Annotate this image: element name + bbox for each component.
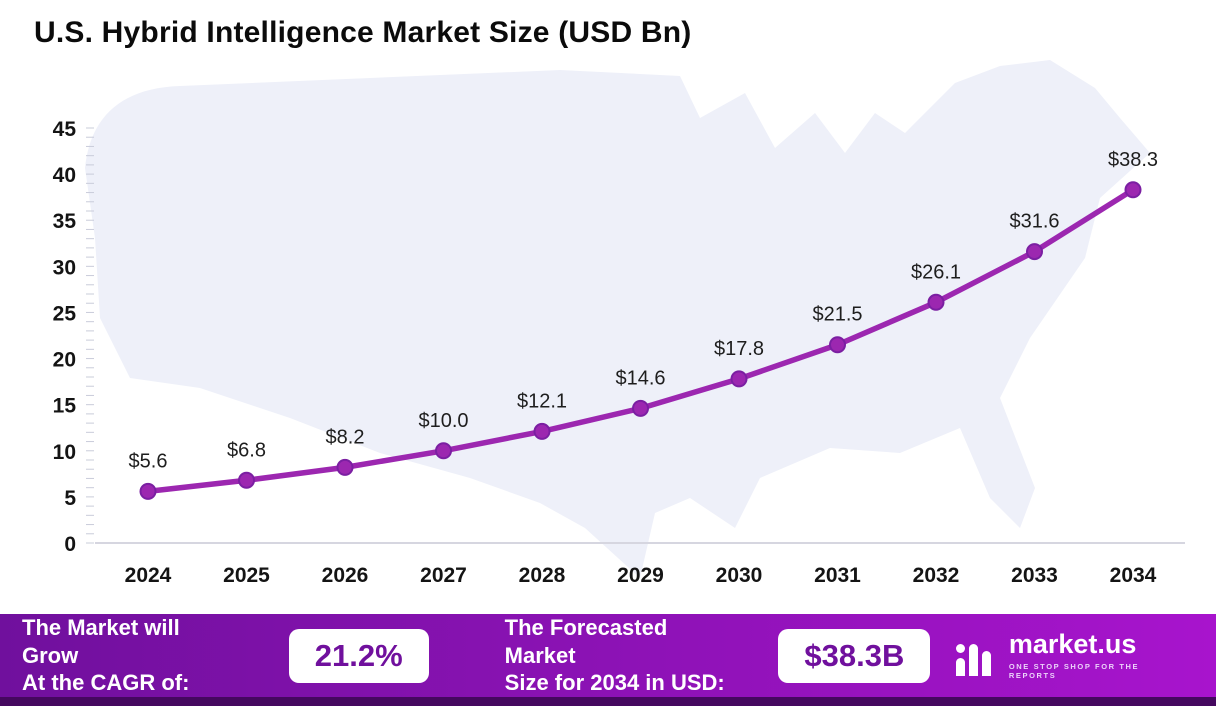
x-axis-tick-label: 2029 — [617, 564, 664, 587]
data-point — [1026, 243, 1043, 261]
data-point-label: $5.6 — [129, 450, 168, 472]
cagr-label-line2: At the CAGR of: — [22, 670, 190, 696]
data-point — [1124, 181, 1142, 199]
y-axis-tick-label: 0 — [64, 533, 76, 556]
data-point — [139, 482, 157, 500]
x-axis-tick-label: 2032 — [913, 564, 960, 587]
data-point — [238, 471, 255, 489]
y-axis-tick-label: 20 — [53, 349, 76, 372]
cagr-label: The Market will Grow At the CAGR of: — [22, 614, 235, 697]
y-axis-tick-label: 5 — [64, 487, 76, 510]
x-axis-tick-label: 2024 — [125, 564, 172, 587]
data-point — [435, 442, 452, 460]
x-axis-tick-label: 2028 — [519, 564, 566, 587]
data-point-label: $8.2 — [326, 426, 365, 448]
x-axis-tick-label: 2027 — [420, 564, 467, 587]
y-axis-tick-label: 10 — [53, 441, 76, 464]
x-axis-tick-label: 2031 — [814, 564, 861, 587]
data-point-label: $12.1 — [517, 390, 567, 412]
market-size-line-chart: 051015202530354045$5.62024$6.82025$8.220… — [53, 60, 1185, 587]
logo-bar — [956, 657, 966, 676]
chart-area: 0 5 10 15 20 25 30 35 40 45 $5.6 2024 $6.8 2025 $8.2 20… — [0, 58, 1216, 614]
y-axis-tick-label: 35 — [53, 210, 77, 233]
data-point-label: $26.1 — [911, 261, 961, 283]
data-point-label: $17.8 — [714, 338, 764, 360]
data-point-label: $21.5 — [812, 304, 862, 326]
data-point-label: $31.6 — [1009, 211, 1059, 233]
logo-dot — [956, 643, 966, 653]
cagr-value-badge: 21.2% — [288, 628, 429, 683]
y-axis-tick-label: 25 — [53, 302, 77, 325]
x-axis-tick-label: 2025 — [223, 564, 270, 587]
forecast-value-badge: $38.3B — [778, 628, 931, 683]
y-axis-tick-label: 15 — [53, 395, 77, 418]
y-axis-tick-label: 30 — [53, 256, 76, 279]
data-point-label: $10.0 — [418, 410, 468, 432]
forecast-label-line2: Size for 2034 in USD: — [504, 670, 725, 696]
logo-name: market.us — [1008, 629, 1137, 659]
x-axis-tick-label: 2026 — [322, 564, 369, 587]
data-point-label: $6.8 — [227, 439, 266, 461]
data-point — [730, 370, 748, 388]
data-point — [533, 422, 551, 440]
logo-texts: market.us ONE STOP SHOP FOR THE REPORTS — [1008, 629, 1184, 681]
y-axis-tick-label: 40 — [53, 164, 76, 187]
data-point — [336, 458, 354, 476]
x-axis-tick-label: 2033 — [1011, 564, 1058, 587]
logo-tagline: ONE STOP SHOP FOR THE REPORTS — [1008, 662, 1140, 680]
data-point — [632, 399, 649, 417]
data-point — [829, 336, 846, 354]
logo-bar — [982, 650, 992, 676]
marketus-logo-icon — [956, 636, 998, 676]
forecast-label-line1: The Forecasted Market — [504, 615, 668, 668]
forecast-label: The Forecasted Market Size for 2034 in U… — [505, 614, 737, 697]
chart-title: U.S. Hybrid Intelligence Market Size (US… — [34, 16, 692, 49]
logo-bar — [969, 643, 979, 676]
marketus-logo: market.us ONE STOP SHOP FOR THE REPORTS — [956, 631, 1194, 680]
cagr-label-line1: The Market will Grow — [22, 615, 180, 668]
us-map-silhouette — [85, 60, 1150, 578]
x-axis-tick-label: 2034 — [1110, 564, 1157, 587]
x-axis-tick-label: 2030 — [716, 564, 763, 587]
footer-banner: The Market will Grow At the CAGR of: 21.… — [0, 614, 1216, 706]
data-point-label: $14.6 — [615, 367, 665, 389]
data-point — [927, 293, 945, 311]
y-axis-tick-label: 45 — [53, 118, 77, 141]
data-point-label: $38.3 — [1108, 149, 1158, 171]
